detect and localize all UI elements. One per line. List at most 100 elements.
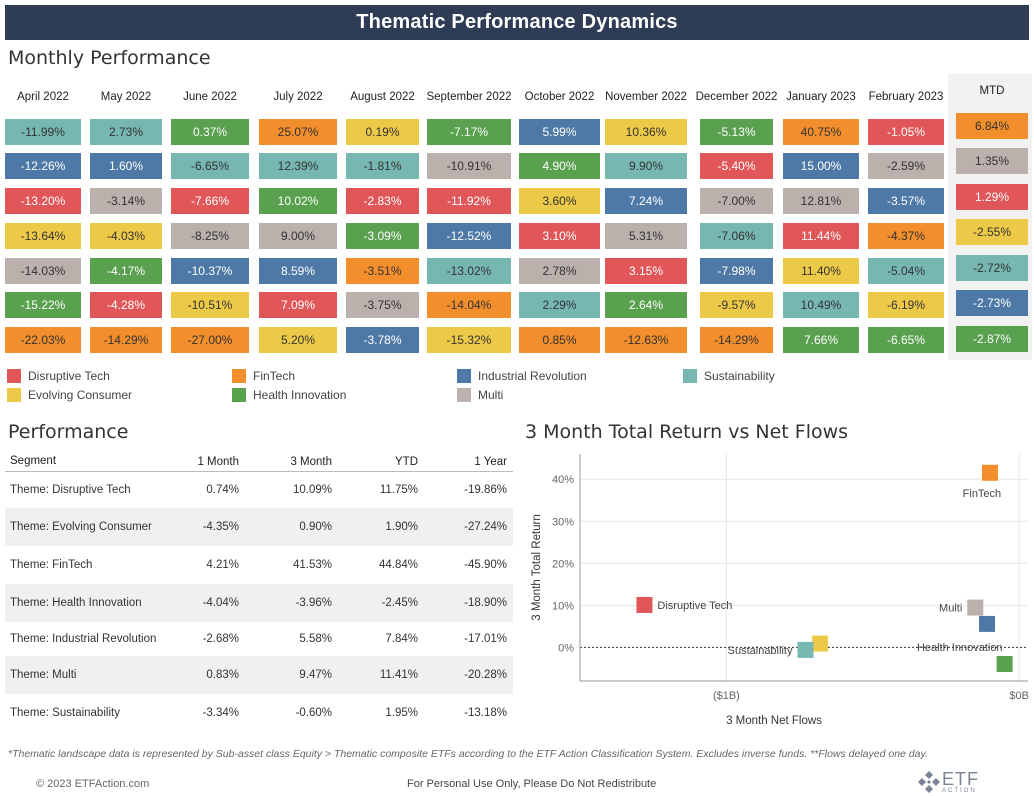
heatmap-cell: 1.29%: [956, 184, 1028, 210]
x-tick-label: $0B: [1009, 690, 1029, 702]
performance-value: 1.95%: [385, 707, 418, 719]
etf-action-logo: ETF ACTION: [918, 770, 979, 794]
heatmap-cell: 12.39%: [259, 153, 337, 179]
heatmap-cell: -3.14%: [90, 188, 162, 214]
heatmap-cell: -2.55%: [956, 219, 1028, 245]
x-tick-label: ($1B): [713, 690, 740, 702]
copyright: © 2023 ETFAction.com: [36, 778, 150, 790]
heatmap-cell: 3.60%: [519, 188, 600, 214]
heatmap-cell: -4.17%: [90, 258, 162, 284]
heatmap-cell: -6.65%: [868, 327, 944, 353]
legend-label: Disruptive Tech: [28, 369, 110, 383]
table-column-header: YTD: [395, 455, 418, 468]
heatmap-cell: -12.52%: [427, 223, 511, 249]
performance-value: 10.09%: [292, 484, 332, 496]
scatter-heading: 3 Month Total Return vs Net Flows: [525, 421, 849, 443]
month-header: July 2022: [273, 90, 323, 103]
heatmap-cell: -12.63%: [605, 327, 687, 353]
heatmap-cell: -2.59%: [868, 153, 944, 179]
heatmap-cell: 10.36%: [605, 119, 687, 145]
month-header: February 2023: [868, 90, 944, 103]
heatmap-column-headers: April 2022 May 2022 June 2022 July 2022 Augu…: [0, 78, 1034, 116]
legend-swatch: [7, 369, 21, 383]
table-column-header: 3 Month: [290, 455, 332, 468]
performance-value: 41.53%: [292, 559, 332, 571]
heatmap-cell: -3.78%: [346, 327, 419, 353]
segment-name: Theme: Industrial Revolution: [10, 632, 157, 645]
performance-value: 5.58%: [299, 633, 332, 645]
month-header: October 2022: [524, 90, 595, 103]
heatmap-cell: 2.29%: [519, 292, 600, 318]
heatmap-cell: 25.07%: [259, 119, 337, 145]
heatmap-cell: 0.19%: [346, 119, 419, 145]
heatmap-cell: 7.24%: [605, 188, 687, 214]
table-header-row: Segment 1 Month 3 Month YTD 1 Year: [5, 452, 513, 472]
legend-item: Sustainability: [683, 369, 775, 383]
heatmap-cell: 12.81%: [783, 188, 859, 214]
heatmap-cell: -4.03%: [90, 223, 162, 249]
performance-heading: Performance: [8, 421, 129, 443]
performance-value: -3.96%: [295, 597, 332, 609]
table-row: Theme: Multi 0.83% 9.47% 11.41% -20.28%: [5, 656, 513, 694]
legend-swatch: [7, 388, 21, 402]
heatmap-cell: -6.65%: [171, 153, 249, 179]
legend-swatch: [232, 388, 246, 402]
performance-value: 44.84%: [378, 559, 418, 571]
performance-value: 11.75%: [379, 484, 418, 496]
table-row: Theme: Disruptive Tech 0.74% 10.09% 11.75% -…: [5, 472, 513, 508]
legend-swatch: [457, 388, 471, 402]
performance-value: -17.01%: [464, 633, 507, 645]
y-axis-title: 3 Month Total Return: [531, 514, 543, 621]
performance-value: -20.28%: [464, 669, 507, 681]
heatmap-cell: -9.57%: [700, 292, 773, 318]
table-column-header: Segment: [10, 455, 57, 468]
heatmap-cell: 2.78%: [519, 258, 600, 284]
legend-item: Disruptive Tech: [7, 369, 110, 383]
usage-notice: For Personal Use Only, Please Do Not Red…: [407, 778, 657, 790]
legend-item: Industrial Revolution: [457, 369, 587, 383]
performance-value: -4.04%: [202, 597, 239, 609]
month-header: September 2022: [426, 90, 512, 103]
performance-value: -18.90%: [464, 597, 507, 609]
legend-item: FinTech: [232, 369, 295, 383]
footnote: *Thematic landscape data is represented …: [8, 748, 928, 760]
table-row: Theme: Health Innovation -4.04% -3.96% -2.4…: [5, 584, 513, 622]
heatmap-cell: 11.40%: [783, 258, 859, 284]
heatmap-cell: 3.15%: [605, 258, 687, 284]
heatmap-cell: 1.35%: [956, 148, 1028, 174]
y-tick-label: 20%: [552, 558, 574, 570]
heatmap-cell: -6.19%: [868, 292, 944, 318]
performance-value: -13.18%: [464, 707, 507, 719]
heatmap-cell: -2.83%: [346, 188, 419, 214]
scatter-point: [812, 635, 829, 652]
heatmap-cell: -14.29%: [700, 327, 773, 353]
heatmap-cell: -22.03%: [5, 327, 81, 353]
legend-swatch: [457, 369, 471, 383]
table-row: Theme: Evolving Consumer -4.35% 0.90% 1.90%…: [5, 508, 513, 546]
heatmap-cell: 11.44%: [783, 223, 859, 249]
heatmap-cell: -13.20%: [5, 188, 81, 214]
heatmap-cell: 1.60%: [90, 153, 162, 179]
heatmap-cell: -5.04%: [868, 258, 944, 284]
performance-value: -4.35%: [202, 521, 239, 533]
legend-item: Evolving Consumer: [7, 388, 132, 402]
logo-text: ETF: [942, 769, 979, 789]
x-axis-title: 3 Month Net Flows: [726, 715, 822, 727]
point-label: FinTech: [963, 488, 1002, 500]
heatmap-cell: -15.32%: [427, 327, 511, 353]
performance-value: -19.86%: [464, 484, 507, 496]
heatmap-cell: -3.51%: [346, 258, 419, 284]
heatmap-cell: -11.92%: [427, 188, 511, 214]
dashboard-title: Thematic Performance Dynamics: [5, 5, 1029, 40]
heatmap-cell: 9.00%: [259, 223, 337, 249]
scatter-point: [967, 599, 984, 616]
legend-label: Sustainability: [704, 369, 775, 383]
heatmap-cell: 10.49%: [783, 292, 859, 318]
performance-value: 1.90%: [385, 521, 418, 533]
heatmap-cell: -1.05%: [868, 119, 944, 145]
heatmap-cell: -27.00%: [171, 327, 249, 353]
performance-value: 0.83%: [206, 669, 239, 681]
heatmap-cell: -8.25%: [171, 223, 249, 249]
table-column-header: 1 Year: [474, 455, 507, 468]
y-tick-label: 30%: [552, 516, 574, 528]
